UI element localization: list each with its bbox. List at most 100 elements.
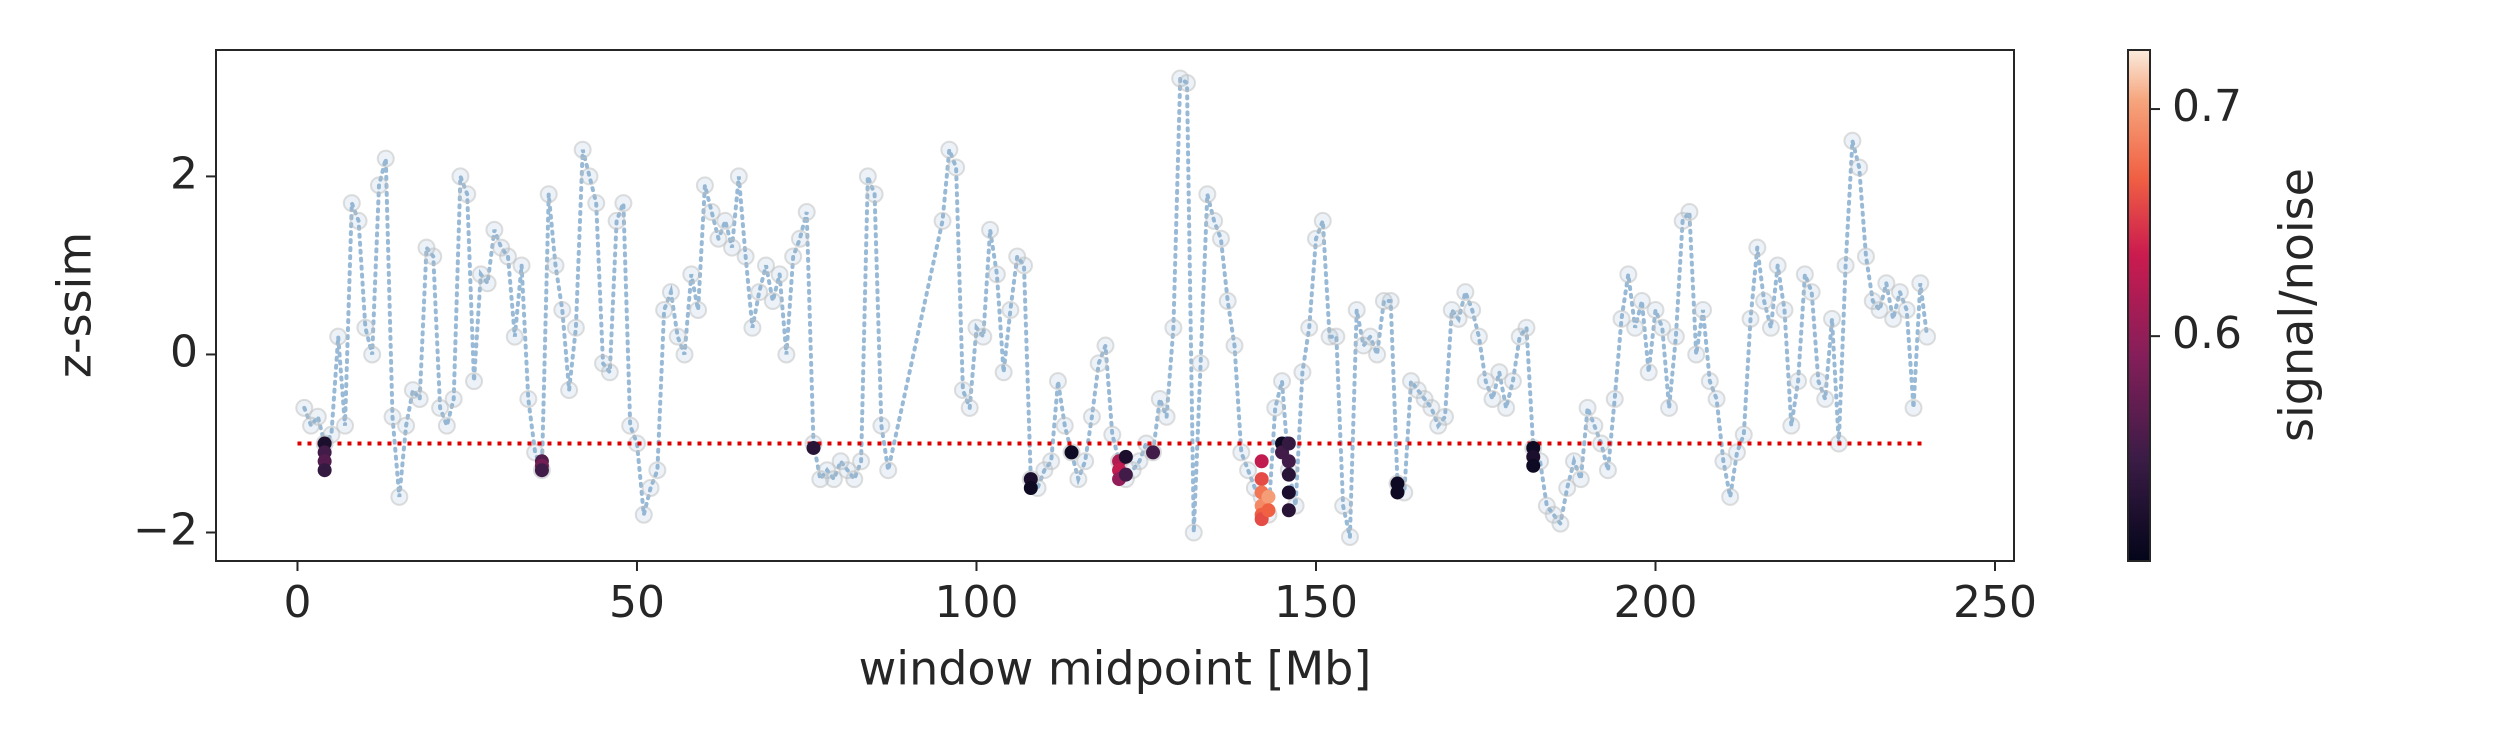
data-point: [1211, 229, 1230, 248]
data-point: [1890, 283, 1909, 302]
data-point: [1130, 452, 1149, 471]
data-point: [1218, 292, 1237, 311]
data-point: [1449, 309, 1468, 328]
data-point: [607, 211, 626, 230]
data-point: [1239, 461, 1258, 480]
data-point: [770, 265, 789, 284]
data-point: [410, 389, 429, 408]
data-point: [1205, 211, 1224, 230]
data-point: [824, 470, 843, 489]
data-point: [1734, 425, 1753, 444]
data-point: [546, 256, 565, 275]
data-point: [363, 345, 382, 364]
data-point: [1741, 309, 1760, 328]
data-point: [695, 176, 714, 195]
data-point: [539, 185, 558, 204]
data-point: [940, 140, 959, 159]
data-point: [1795, 265, 1814, 284]
data-point: [573, 140, 592, 159]
data-point: [1727, 443, 1746, 462]
data-point: [580, 167, 599, 186]
data-point: [1374, 292, 1393, 311]
data-point: [1761, 318, 1780, 337]
x-tick-label: 250: [1953, 577, 2037, 628]
data-point: [1897, 300, 1916, 319]
data-point: [960, 398, 979, 417]
data-point: [485, 220, 504, 239]
data-point: [1816, 389, 1835, 408]
data-point: [1503, 372, 1522, 391]
data-point: [1782, 416, 1801, 435]
data-point: [1103, 425, 1122, 444]
y-axis-label: z-ssim: [48, 232, 102, 378]
data-point: [1463, 300, 1482, 319]
data-point: [872, 416, 891, 435]
series-line: [302, 74, 1930, 538]
data-point: [1381, 292, 1400, 311]
data-point: [295, 398, 314, 417]
data-point: [1497, 398, 1516, 417]
data-point: [1680, 203, 1699, 222]
data-point: [390, 487, 409, 506]
data-point: [1904, 398, 1923, 417]
data-point: [1198, 185, 1217, 204]
data-point: [1836, 256, 1855, 275]
data-point: [342, 194, 361, 213]
data-point: [1157, 407, 1176, 426]
data-point: [308, 407, 327, 426]
highlight-point: [317, 463, 332, 478]
data-point: [1605, 389, 1624, 408]
data-point: [349, 211, 368, 230]
colorbar-label: signal/noise: [2270, 168, 2324, 442]
data-point: [1612, 309, 1631, 328]
data-point: [1768, 256, 1787, 275]
data-point: [682, 265, 701, 284]
x-tick-label: 200: [1613, 577, 1697, 628]
data-point: [356, 318, 375, 337]
highlight-point: [1390, 485, 1405, 500]
data-point: [1823, 309, 1842, 328]
data-point: [1089, 354, 1108, 373]
x-tick-label: 0: [283, 577, 311, 628]
data-point: [1300, 318, 1319, 337]
colorbar: [2127, 49, 2151, 562]
data-point: [1055, 416, 1074, 435]
data-point: [1877, 274, 1896, 293]
data-point: [1884, 309, 1903, 328]
highlight-point: [1281, 467, 1296, 482]
data-point: [1714, 452, 1733, 471]
y-tick-label: 0: [170, 326, 198, 377]
data-point: [1789, 372, 1808, 391]
data-point: [1469, 327, 1488, 346]
data-point: [1694, 300, 1713, 319]
data-point: [1911, 274, 1930, 293]
data-point: [1177, 73, 1196, 92]
data-point: [865, 185, 884, 204]
data-point: [1870, 300, 1889, 319]
data-point: [1721, 487, 1740, 506]
data-point: [614, 194, 633, 213]
data-point: [1191, 354, 1210, 373]
data-point: [1048, 372, 1067, 391]
data-point: [1042, 452, 1061, 471]
data-point: [329, 327, 348, 346]
data-point: [1361, 327, 1380, 346]
data-point: [336, 416, 355, 435]
data-point: [566, 318, 585, 337]
data-point: [1347, 300, 1366, 319]
data-point: [1340, 527, 1359, 546]
data-point: [1150, 389, 1169, 408]
data-point: [1707, 389, 1726, 408]
data-point: [974, 327, 993, 346]
data-point: [587, 194, 606, 213]
data-point: [981, 220, 1000, 239]
data-point: [1843, 131, 1862, 150]
data-point: [933, 211, 952, 230]
data-point: [1069, 470, 1088, 489]
data-point: [689, 300, 708, 319]
data-point: [1266, 398, 1285, 417]
x-tick-label: 150: [1274, 577, 1358, 628]
data-point: [553, 300, 572, 319]
data-point: [675, 345, 694, 364]
data-point: [661, 283, 680, 302]
